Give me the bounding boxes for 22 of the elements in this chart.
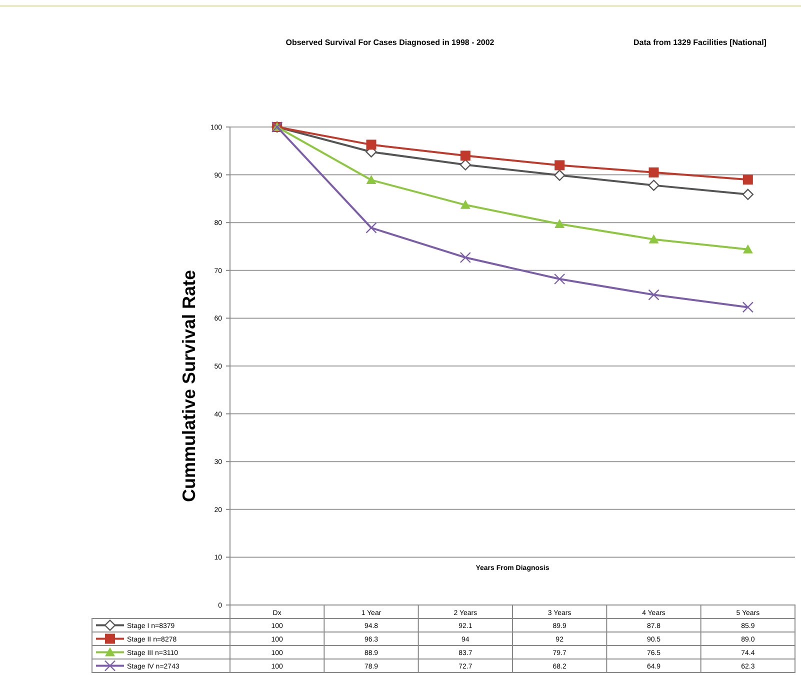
point bbox=[460, 252, 472, 264]
point bbox=[648, 180, 660, 191]
point bbox=[460, 150, 470, 161]
point bbox=[554, 219, 565, 228]
point bbox=[554, 160, 565, 170]
point bbox=[366, 140, 376, 150]
point bbox=[742, 174, 753, 185]
y-axis-title: Cummulative Survival Rate bbox=[179, 270, 199, 502]
point bbox=[554, 170, 566, 181]
point bbox=[460, 200, 470, 209]
point bbox=[366, 175, 376, 184]
point bbox=[648, 289, 660, 300]
point bbox=[366, 222, 377, 234]
point bbox=[648, 234, 659, 244]
point bbox=[648, 167, 659, 178]
point bbox=[742, 302, 754, 313]
point bbox=[742, 244, 753, 254]
chart-subtitle: Data from 1329 Facilities [National] bbox=[634, 38, 767, 47]
point bbox=[554, 273, 566, 285]
chart-title: Observed Survival For Cases Diagnosed in 1998 - 2002 bbox=[286, 38, 495, 47]
point bbox=[742, 188, 754, 200]
point bbox=[460, 159, 472, 170]
